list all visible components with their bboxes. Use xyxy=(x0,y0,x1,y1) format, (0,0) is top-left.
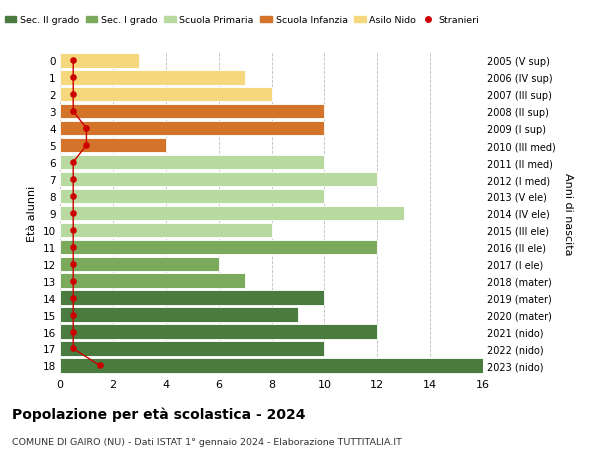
Bar xyxy=(60,54,139,68)
Bar xyxy=(60,291,325,305)
Point xyxy=(82,142,91,150)
Point xyxy=(68,261,78,268)
Point xyxy=(95,362,104,369)
Bar xyxy=(60,274,245,288)
Bar xyxy=(60,257,218,271)
Y-axis label: Età alunni: Età alunni xyxy=(27,185,37,241)
Point xyxy=(68,108,78,116)
Bar xyxy=(60,223,271,237)
Bar xyxy=(60,173,377,187)
Bar xyxy=(60,156,325,170)
Point xyxy=(68,311,78,319)
Y-axis label: Anni di nascita: Anni di nascita xyxy=(563,172,573,255)
Text: COMUNE DI GAIRO (NU) - Dati ISTAT 1° gennaio 2024 - Elaborazione TUTTITALIA.IT: COMUNE DI GAIRO (NU) - Dati ISTAT 1° gen… xyxy=(12,437,402,446)
Point xyxy=(68,74,78,82)
Bar xyxy=(60,206,404,221)
Point xyxy=(68,294,78,302)
Bar xyxy=(60,240,377,254)
Point xyxy=(68,328,78,336)
Bar xyxy=(60,122,325,136)
Point xyxy=(68,193,78,200)
Point xyxy=(68,227,78,234)
Point xyxy=(68,91,78,99)
Point xyxy=(82,125,91,133)
Bar xyxy=(60,325,377,339)
Point xyxy=(68,159,78,166)
Point xyxy=(68,210,78,217)
Point xyxy=(68,57,78,65)
Point xyxy=(68,176,78,183)
Point xyxy=(68,345,78,353)
Bar xyxy=(60,189,325,204)
Point xyxy=(68,244,78,251)
Bar xyxy=(60,358,483,373)
Legend: Sec. II grado, Sec. I grado, Scuola Primaria, Scuola Infanzia, Asilo Nido, Stran: Sec. II grado, Sec. I grado, Scuola Prim… xyxy=(1,12,482,29)
Bar xyxy=(60,71,245,85)
Bar xyxy=(60,308,298,322)
Bar xyxy=(60,341,325,356)
Point xyxy=(68,277,78,285)
Bar xyxy=(60,88,271,102)
Bar xyxy=(60,105,325,119)
Bar xyxy=(60,139,166,153)
Text: Popolazione per età scolastica - 2024: Popolazione per età scolastica - 2024 xyxy=(12,406,305,421)
